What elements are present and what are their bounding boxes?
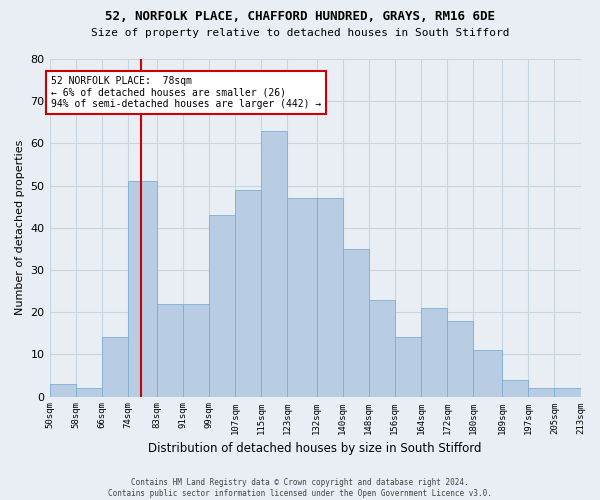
Bar xyxy=(554,388,581,396)
Bar xyxy=(317,198,343,396)
Bar xyxy=(447,320,473,396)
Bar xyxy=(235,190,261,396)
Text: 52 NORFOLK PLACE:  78sqm
← 6% of detached houses are smaller (26)
94% of semi-de: 52 NORFOLK PLACE: 78sqm ← 6% of detached… xyxy=(51,76,322,109)
Bar xyxy=(343,249,369,396)
Bar xyxy=(209,215,235,396)
Bar xyxy=(50,384,76,396)
X-axis label: Distribution of detached houses by size in South Stifford: Distribution of detached houses by size … xyxy=(148,442,482,455)
Bar xyxy=(101,338,128,396)
Bar xyxy=(369,300,395,396)
Bar xyxy=(157,304,183,396)
Text: Contains HM Land Registry data © Crown copyright and database right 2024.
Contai: Contains HM Land Registry data © Crown c… xyxy=(108,478,492,498)
Bar xyxy=(421,308,447,396)
Bar xyxy=(76,388,101,396)
Bar xyxy=(261,130,287,396)
Bar xyxy=(502,380,529,396)
Bar xyxy=(473,350,502,397)
Y-axis label: Number of detached properties: Number of detached properties xyxy=(15,140,25,316)
Bar xyxy=(395,338,421,396)
Text: 52, NORFOLK PLACE, CHAFFORD HUNDRED, GRAYS, RM16 6DE: 52, NORFOLK PLACE, CHAFFORD HUNDRED, GRA… xyxy=(105,10,495,23)
Bar xyxy=(529,388,554,396)
Bar xyxy=(128,182,157,396)
Text: Size of property relative to detached houses in South Stifford: Size of property relative to detached ho… xyxy=(91,28,509,38)
Bar xyxy=(287,198,317,396)
Bar xyxy=(183,304,209,396)
